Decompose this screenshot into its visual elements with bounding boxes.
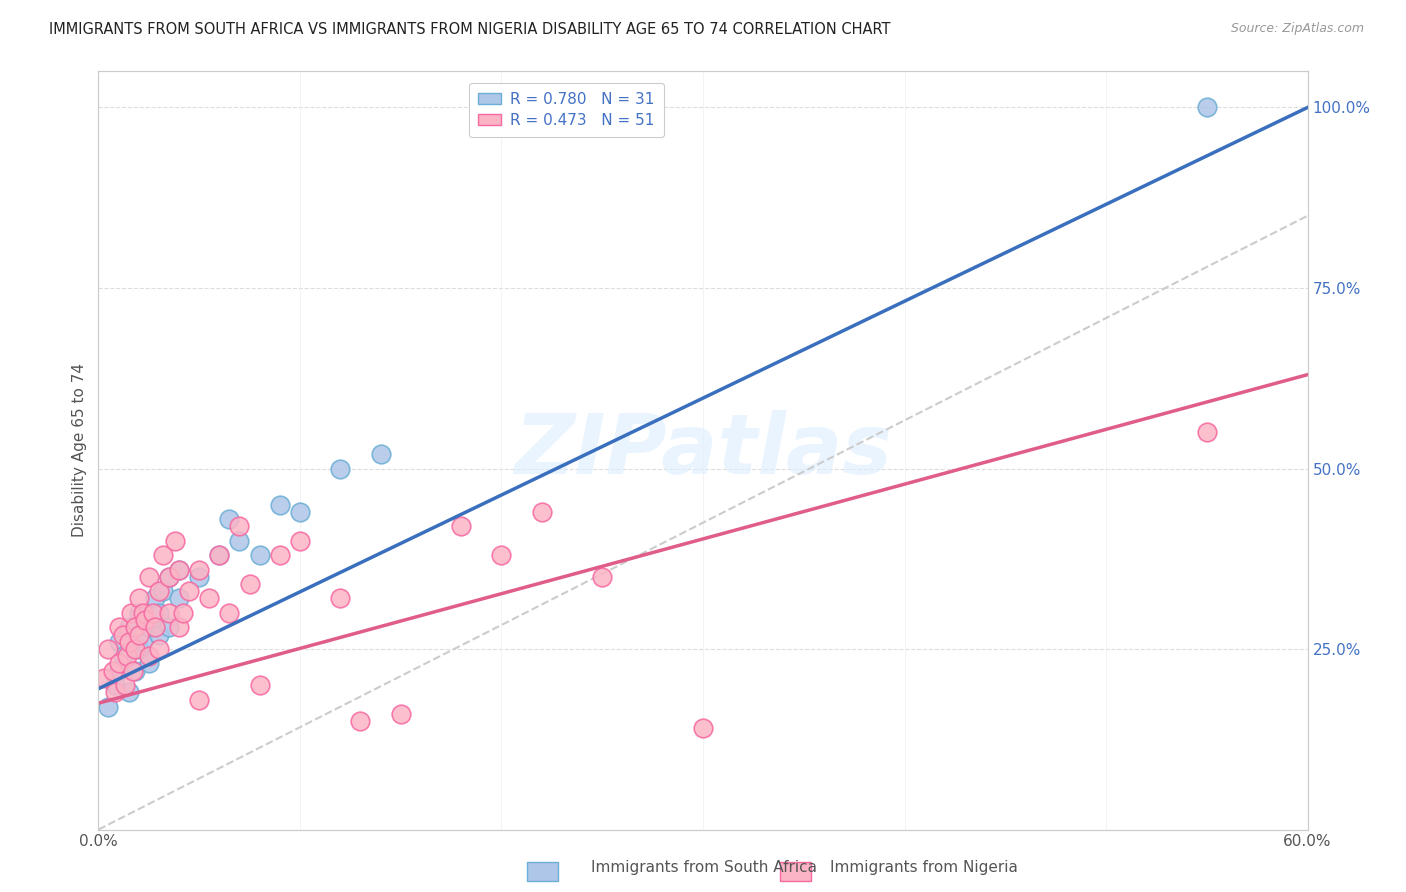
Legend: R = 0.780   N = 31, R = 0.473   N = 51: R = 0.780 N = 31, R = 0.473 N = 51 (468, 83, 664, 137)
Point (389, 706, 412, 721)
Point (115, 649, 138, 664)
Point (97, 642, 120, 657)
Point (163, 533, 186, 548)
Point (111, 627, 134, 641)
Point (491, 548, 513, 562)
Point (124, 664, 146, 678)
Point (530, 505, 553, 519)
Point (167, 563, 190, 577)
Point (128, 606, 150, 620)
Point (107, 664, 129, 678)
Point (128, 627, 150, 641)
Point (157, 620, 180, 634)
Point (118, 635, 141, 649)
Point (138, 649, 160, 664)
Point (269, 498, 291, 512)
Point (132, 635, 155, 649)
Point (172, 606, 194, 620)
Point (93, 671, 115, 685)
Point (1195, 100, 1218, 114)
Point (269, 548, 291, 562)
Point (134, 613, 156, 627)
Point (188, 692, 211, 706)
Text: Source: ZipAtlas.com: Source: ZipAtlas.com (1230, 22, 1364, 36)
Point (288, 505, 311, 519)
Point (143, 591, 166, 606)
Point (97, 699, 120, 714)
Text: ZIPatlas: ZIPatlas (515, 410, 891, 491)
Point (120, 606, 142, 620)
Point (148, 584, 170, 599)
Y-axis label: Disability Age 65 to 74: Disability Age 65 to 74 (72, 363, 87, 538)
Point (152, 584, 174, 599)
Point (198, 591, 221, 606)
Text: Immigrants from Nigeria: Immigrants from Nigeria (830, 861, 1018, 875)
Point (128, 591, 150, 606)
Point (148, 606, 170, 620)
Point (107, 657, 129, 671)
Point (107, 620, 129, 634)
Point (128, 642, 150, 657)
Point (121, 664, 143, 678)
Point (208, 548, 231, 562)
Point (107, 635, 129, 649)
Point (167, 591, 190, 606)
Point (157, 570, 180, 584)
Point (124, 642, 146, 657)
Point (114, 678, 136, 692)
Point (138, 570, 160, 584)
Point (370, 447, 392, 461)
Point (591, 570, 613, 584)
Point (167, 620, 190, 634)
Point (288, 533, 311, 548)
Point (349, 714, 371, 729)
Point (692, 722, 714, 736)
Point (239, 577, 262, 591)
Point (157, 606, 180, 620)
Text: Immigrants from South Africa: Immigrants from South Africa (591, 861, 817, 875)
Point (329, 591, 352, 606)
Point (1195, 425, 1218, 440)
Point (143, 620, 166, 634)
Point (138, 657, 160, 671)
Point (188, 563, 211, 577)
Point (218, 512, 240, 526)
Point (218, 606, 240, 620)
Point (101, 664, 124, 678)
Point (132, 606, 155, 620)
Point (138, 620, 160, 634)
Point (111, 649, 134, 664)
Point (157, 570, 180, 584)
Text: IMMIGRANTS FROM SOUTH AFRICA VS IMMIGRANTS FROM NIGERIA DISABILITY AGE 65 TO 74 : IMMIGRANTS FROM SOUTH AFRICA VS IMMIGRAN… (49, 22, 891, 37)
Point (208, 548, 231, 562)
Point (249, 678, 271, 692)
Point (103, 678, 125, 692)
Point (152, 548, 174, 562)
Point (124, 620, 146, 634)
Point (228, 533, 250, 548)
Point (329, 461, 352, 475)
Point (148, 642, 170, 657)
Point (118, 620, 141, 634)
Point (450, 519, 472, 533)
Point (103, 685, 125, 699)
Point (167, 563, 190, 577)
Point (142, 606, 165, 620)
Point (228, 519, 250, 533)
Point (249, 548, 271, 562)
Point (188, 570, 211, 584)
Point (118, 685, 141, 699)
Point (148, 627, 170, 641)
Point (179, 584, 201, 599)
